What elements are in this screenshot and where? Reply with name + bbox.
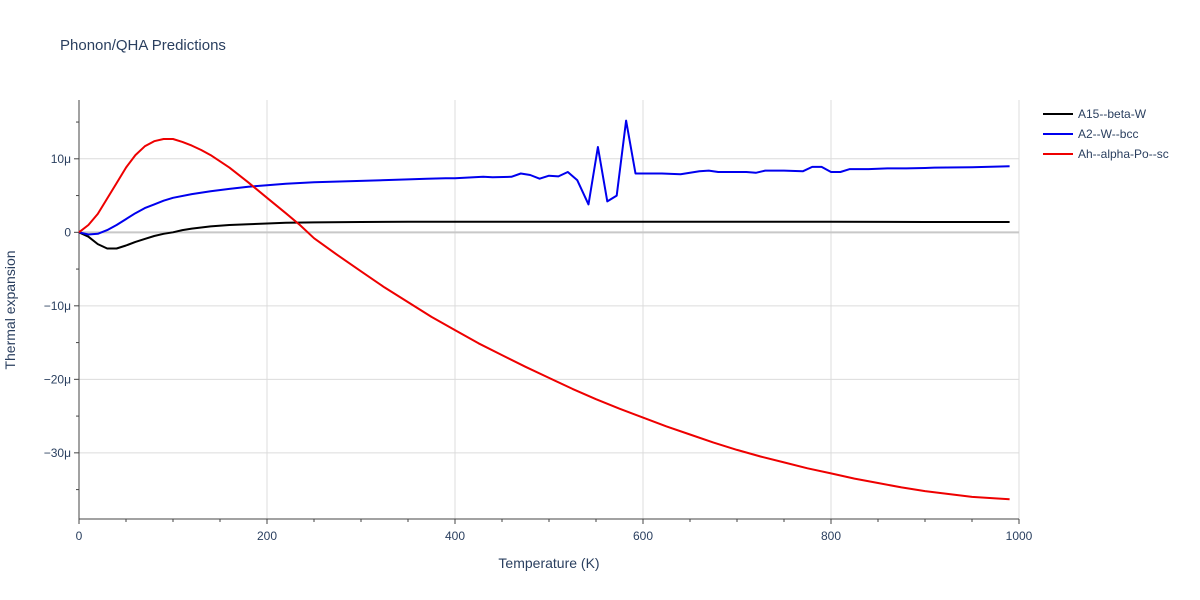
legend-label: Ah--alpha-Po--sc (1078, 147, 1169, 161)
axes (74, 100, 1020, 524)
y-tick-label: 10μ (51, 152, 71, 166)
y-axis-title: Thermal expansion (2, 250, 18, 369)
legend-label: A15--beta-W (1078, 107, 1147, 121)
x-tick-label: 400 (445, 529, 465, 543)
tick-labels: 0 200 400 600 800 1000 −30μ −20μ −10μ 0 10μ (44, 152, 1033, 543)
x-tick-label: 200 (257, 529, 277, 543)
grid (79, 100, 1020, 519)
x-tick-label: 0 (76, 529, 83, 543)
x-tick-label: 1000 (1006, 529, 1033, 543)
series-lines (78, 119, 1010, 501)
x-tick-label: 600 (633, 529, 653, 543)
series-line-ah-alpha-po-sc (78, 138, 1010, 501)
y-tick-label: −10μ (44, 299, 71, 313)
y-tick-label: −20μ (44, 372, 71, 386)
legend: A15--beta-W A2--W--bcc Ah--alpha-Po--sc (1043, 107, 1169, 161)
x-axis-title: Temperature (K) (498, 555, 599, 571)
chart-title: Phonon/QHA Predictions (60, 37, 226, 54)
series-line-a2-w-bcc (78, 119, 1010, 236)
y-tick-label: −30μ (44, 446, 71, 460)
series-line-a15-beta-w (78, 220, 1010, 250)
x-tick-label: 800 (821, 529, 841, 543)
legend-label: A2--W--bcc (1078, 127, 1138, 141)
y-tick-label: 0 (64, 225, 71, 239)
